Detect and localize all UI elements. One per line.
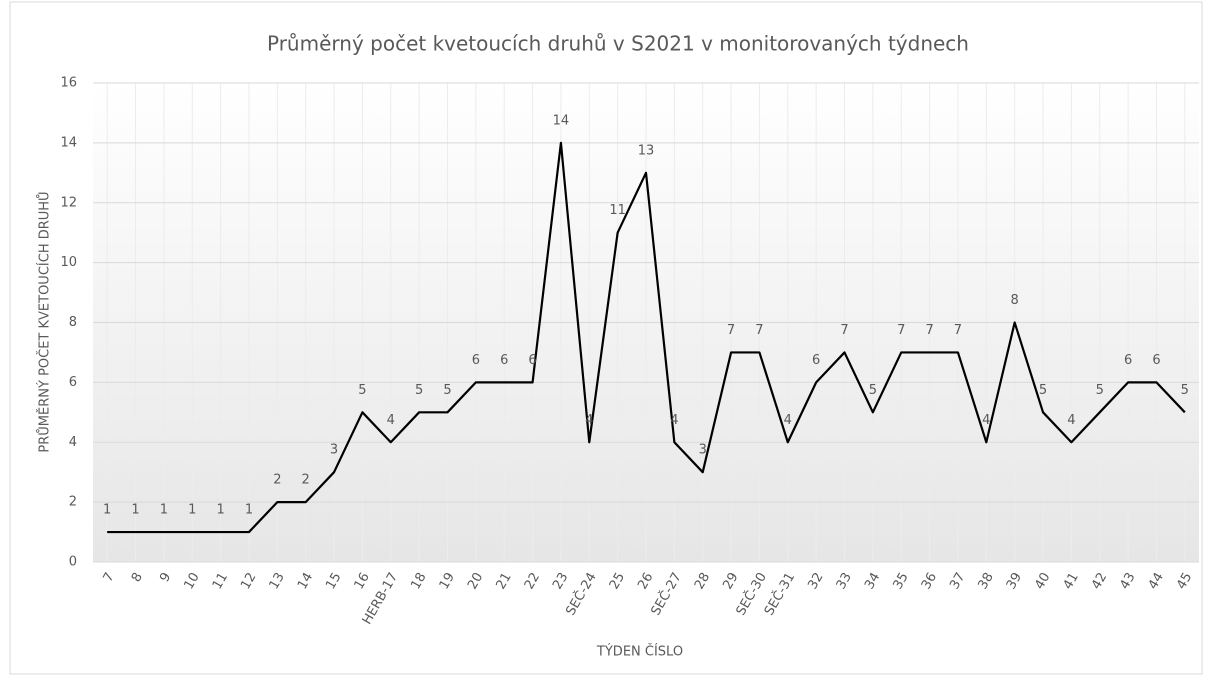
y-tick-label: 14 bbox=[60, 135, 77, 150]
data-label: 4 bbox=[585, 413, 593, 428]
x-tick-label: 25 bbox=[607, 570, 628, 592]
x-tick-label: 26 bbox=[635, 570, 656, 592]
y-tick-label: 4 bbox=[69, 435, 77, 450]
x-tick-label: 20 bbox=[465, 570, 486, 592]
data-label: 6 bbox=[1124, 353, 1132, 368]
data-label: 4 bbox=[387, 413, 395, 428]
x-tick-label: 41 bbox=[1061, 570, 1082, 592]
x-tick-label: 21 bbox=[493, 570, 514, 592]
x-tick-label: 18 bbox=[408, 570, 429, 592]
data-label: 1 bbox=[160, 503, 168, 518]
data-label: 7 bbox=[755, 323, 763, 338]
data-label: 4 bbox=[1067, 413, 1075, 428]
x-tick-label: 38 bbox=[976, 570, 997, 592]
x-tick-label: 23 bbox=[550, 570, 571, 592]
data-label: 5 bbox=[443, 383, 451, 398]
line bbox=[107, 141, 1186, 534]
data-label: 4 bbox=[982, 413, 990, 428]
data-label: 4 bbox=[670, 413, 678, 428]
data-label: 6 bbox=[812, 353, 820, 368]
x-tick-label: 33 bbox=[834, 570, 855, 592]
data-label: 5 bbox=[415, 383, 423, 398]
x-tick-label: 16 bbox=[352, 570, 373, 592]
data-label: 3 bbox=[699, 443, 707, 458]
x-tick-label: 12 bbox=[238, 570, 259, 592]
data-label: 7 bbox=[925, 323, 933, 338]
data-label: 3 bbox=[330, 443, 338, 458]
y-tick-label: 6 bbox=[69, 375, 77, 390]
x-tick-label: 13 bbox=[267, 570, 288, 592]
x-tick-label: 36 bbox=[919, 570, 940, 592]
data-label: 2 bbox=[273, 473, 281, 488]
data-label: 8 bbox=[1011, 293, 1019, 308]
y-tick-label: 2 bbox=[69, 495, 77, 510]
x-tick-label: 10 bbox=[181, 570, 202, 592]
data-label: 5 bbox=[1039, 383, 1047, 398]
x-tick-label: 45 bbox=[1174, 570, 1195, 592]
x-tick-label: 14 bbox=[295, 570, 316, 592]
x-tick-label: 34 bbox=[862, 570, 883, 592]
data-label: 6 bbox=[500, 353, 508, 368]
data-label: 6 bbox=[472, 353, 480, 368]
x-tick-label: 32 bbox=[805, 570, 826, 592]
data-label: 1 bbox=[216, 503, 224, 518]
x-tick-label: 44 bbox=[1146, 570, 1167, 592]
y-axis-title: PRŮMĚRNÝ POČET KVETOUCÍCH DRUHŮ bbox=[37, 191, 53, 452]
x-tick-label: 37 bbox=[947, 570, 968, 592]
y-tick-label: 12 bbox=[60, 195, 77, 210]
x-tick-label: 22 bbox=[522, 570, 543, 592]
data-label: 7 bbox=[954, 323, 962, 338]
chart-title: Průměrný počet kvetoucích druhů v S2021 … bbox=[267, 32, 969, 56]
x-tick-label: 11 bbox=[210, 570, 231, 592]
data-label: 11 bbox=[609, 203, 626, 218]
x-tick-label: 43 bbox=[1117, 570, 1138, 592]
y-tick-label: 16 bbox=[60, 76, 77, 91]
data-label: 5 bbox=[358, 383, 366, 398]
data-label: 1 bbox=[103, 503, 111, 518]
data-label: 13 bbox=[638, 143, 655, 158]
x-axis-title: TÝDEN ČÍSLO bbox=[596, 644, 683, 660]
y-tick-label: 0 bbox=[69, 555, 77, 570]
data-label: 1 bbox=[245, 503, 253, 518]
x-tick-label: 40 bbox=[1032, 570, 1053, 592]
data-label: 1 bbox=[131, 503, 139, 518]
x-tick-label: 35 bbox=[890, 570, 911, 592]
x-tick-label: 15 bbox=[323, 570, 344, 592]
x-tick-label: 29 bbox=[720, 570, 741, 592]
data-label: 5 bbox=[869, 383, 877, 398]
data-label: 6 bbox=[528, 353, 536, 368]
y-tick-label: 8 bbox=[69, 315, 77, 330]
y-tick-label: 10 bbox=[60, 255, 77, 270]
data-label: 5 bbox=[1096, 383, 1104, 398]
data-label: 6 bbox=[1152, 353, 1160, 368]
data-label: 14 bbox=[553, 113, 570, 128]
data-label: 1 bbox=[188, 503, 196, 518]
data-label: 2 bbox=[302, 473, 310, 488]
data-label: 7 bbox=[897, 323, 905, 338]
x-tick-label: 28 bbox=[692, 570, 713, 592]
data-label: 7 bbox=[840, 323, 848, 338]
x-tick-label: 39 bbox=[1004, 570, 1025, 592]
data-label: 4 bbox=[784, 413, 792, 428]
data-label: 5 bbox=[1181, 383, 1189, 398]
x-tick-label: 42 bbox=[1089, 570, 1110, 592]
x-tick-label: 19 bbox=[437, 570, 458, 592]
data-label: 7 bbox=[727, 323, 735, 338]
